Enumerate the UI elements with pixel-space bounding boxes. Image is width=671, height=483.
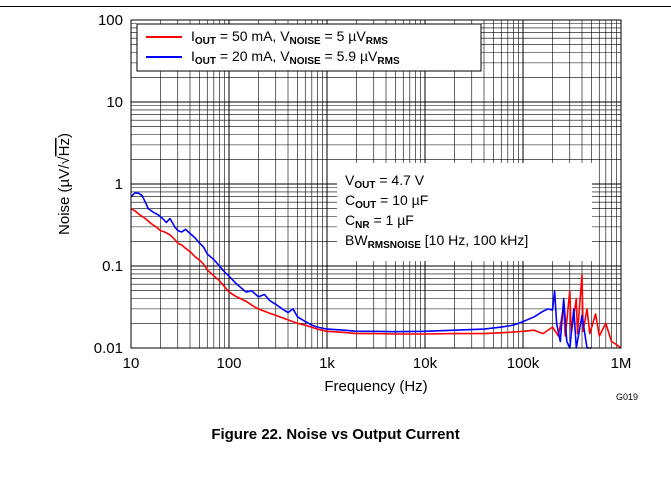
- y-tick-label: 0.1: [102, 258, 123, 275]
- condition-line-3: CNR = 1 µF: [345, 212, 414, 231]
- figure-caption: Figure 22. Noise vs Output Current: [211, 426, 460, 443]
- x-tick-label: 1M: [611, 355, 632, 372]
- y-tick-label: 1: [115, 176, 123, 193]
- figure-code: G019: [616, 392, 638, 402]
- legend-entry-2: IOUT = 20 mA, VNOISE = 5.9 µVRMS: [191, 48, 400, 67]
- x-tick-label: 1k: [319, 355, 335, 372]
- plot-frame: [130, 19, 622, 349]
- conditions-background: [337, 163, 592, 261]
- y-tick-label: 10: [106, 94, 123, 111]
- condition-line-4: BWRMSNOISE [10 Hz, 100 kHz]: [345, 232, 528, 251]
- condition-line-1: VOUT = 4.7 V: [345, 172, 425, 191]
- legend-entry-1: IOUT = 50 mA, VNOISE = 5 µVRMS: [191, 28, 388, 47]
- legend-box: [136, 23, 482, 72]
- x-tick-label: 10: [123, 355, 140, 372]
- series-line-2: [130, 192, 592, 349]
- condition-line-2: COUT = 10 µF: [345, 192, 428, 211]
- top-rule: [0, 6, 671, 7]
- x-axis-label: Frequency (Hz): [324, 378, 427, 395]
- y-tick-labels: 0.01 0.1 1 10 100: [94, 12, 123, 357]
- y-tick-label: 100: [98, 12, 123, 29]
- x-tick-label: 100: [216, 355, 241, 372]
- y-axis-label: Noise (µV/√Hz): [56, 133, 73, 235]
- noise-chart: 10 100 1k 10k 100k 1M 0.01 0.1 1 10 100 Frequency…: [56, 12, 638, 402]
- series-line-1: [130, 207, 622, 349]
- series-group: [130, 192, 622, 349]
- x-tick-label: 10k: [413, 355, 438, 372]
- x-tick-labels: 10 100 1k 10k 100k 1M: [123, 355, 632, 372]
- y-tick-label: 0.01: [94, 340, 123, 357]
- x-tick-label: 100k: [507, 355, 540, 372]
- y-axis-label-text: Noise (µV/√Hz): [56, 133, 73, 235]
